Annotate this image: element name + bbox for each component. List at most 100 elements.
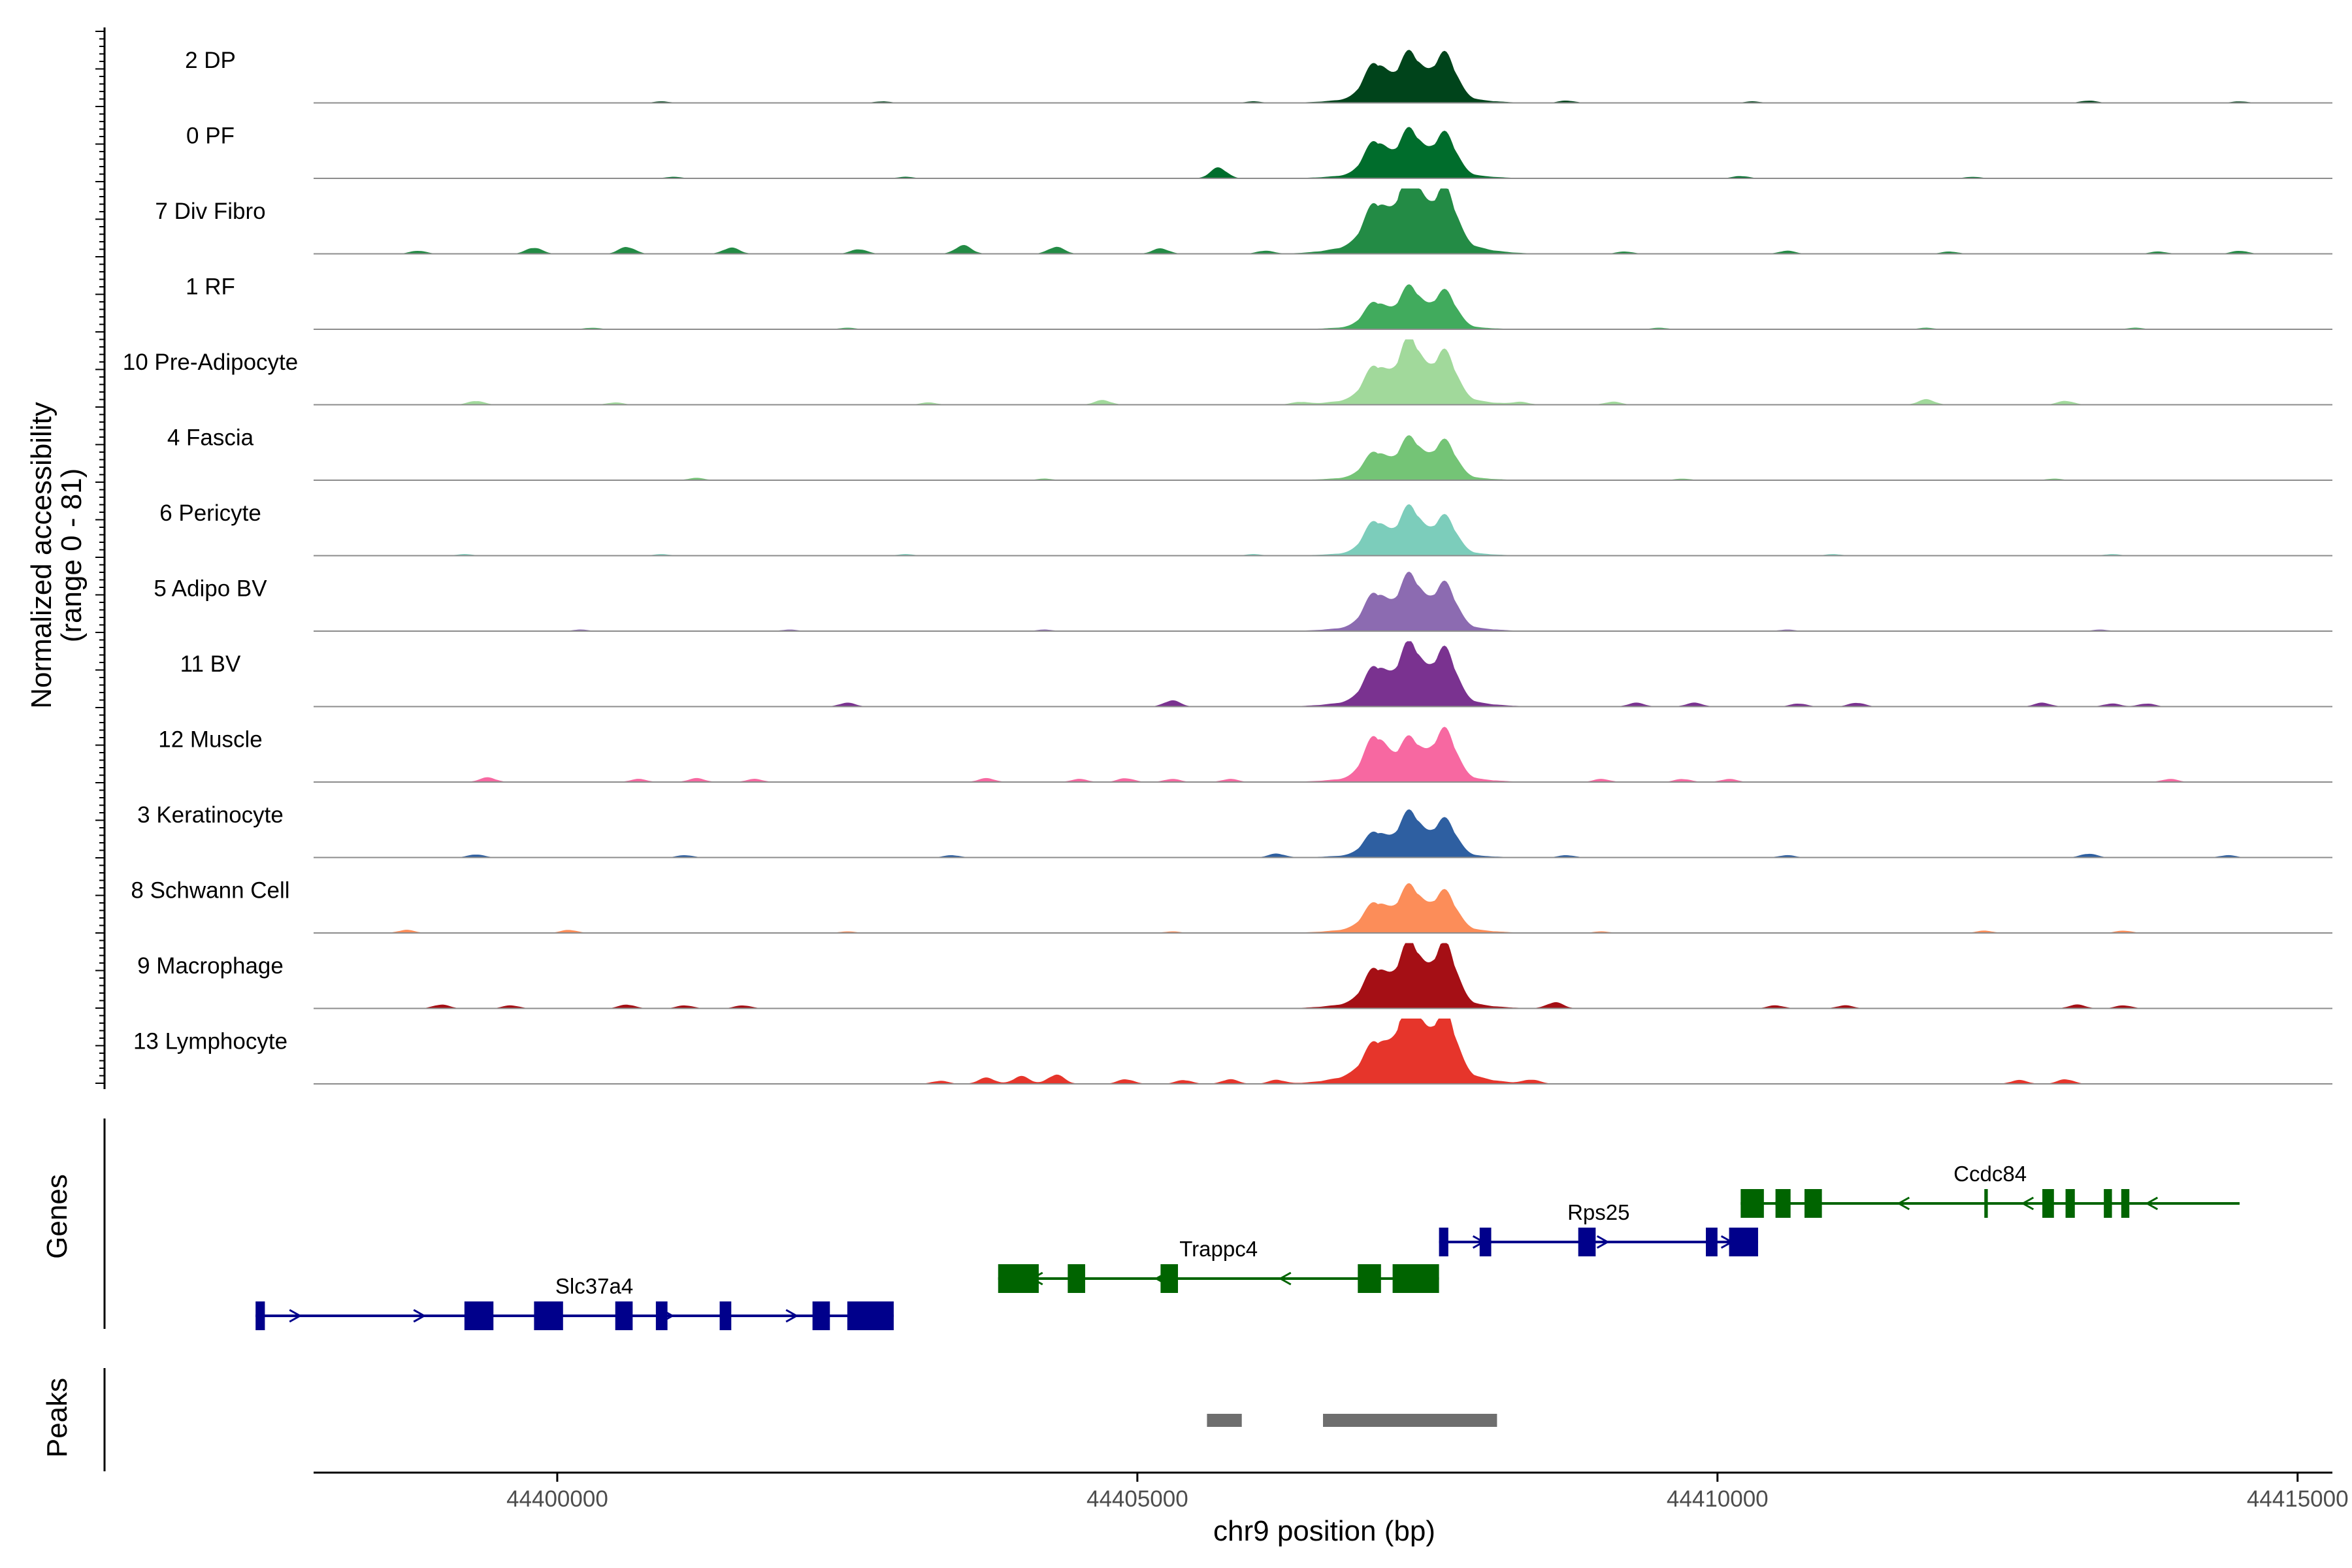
track-label: 13 Lymphocyte [133,1029,287,1054]
exon [255,1301,265,1330]
peak-region [1207,1414,1242,1427]
gene-trappc4: Trappc4 [998,1237,1439,1293]
strand-arrow [2145,1196,2159,1211]
exon [1775,1189,1791,1218]
coverage-area [314,284,2332,329]
exon [1358,1264,1381,1293]
peaks-panel [103,1368,1497,1471]
track-10: 3 Keratinocyte [137,802,2332,858]
y-axis-title: Normalized accessibility [25,402,57,708]
tracks-layer: 2 DP 0 PF 7 Div Fibro 1 RF 10 Pre-Adipocyte 4… [123,48,2332,1085]
coverage-area [314,504,2332,556]
exon [812,1301,830,1330]
track-9: 12 Muscle [158,727,2332,783]
strand-arrow [785,1309,799,1323]
gene-label: Ccdc84 [1953,1162,2027,1186]
track-label: 4 Fascia [167,425,254,451]
peaks-axis-title: Peaks [41,1378,73,1458]
gene-label: Rps25 [1567,1200,1629,1224]
track-7: 5 Adipo BV [154,571,2332,632]
track-6: 6 Pericyte [159,500,2332,557]
exon [1804,1189,1822,1218]
coverage-area [314,943,2332,1009]
exon [1392,1264,1439,1293]
x-tick-label: 44410000 [1667,1486,1769,1512]
accessibility-axis [95,27,106,1089]
strand-arrow [1596,1235,1610,1249]
track-label: 0 PF [186,123,235,149]
coverage-area [314,127,2332,178]
exon [998,1264,1039,1293]
exon [2042,1189,2054,1218]
track-label: 10 Pre-Adipocyte [123,350,298,375]
coverage-area [314,883,2332,933]
peak-region [1323,1414,1497,1427]
exon [655,1301,668,1330]
genes-panel: Slc37a4 Trappc4 Rps25 Ccdc84 [103,1119,2240,1330]
track-label: 8 Schwann Cell [131,878,289,904]
exon [1740,1189,1764,1218]
gene-label: Trappc4 [1179,1237,1258,1261]
x-tick-label: 44405000 [1086,1486,1188,1512]
exon [1729,1228,1758,1256]
coverage-area [314,1019,2332,1084]
x-axis: 44400000 44405000 44410000 44415000 [314,1471,2349,1512]
x-tick-label: 44415000 [2247,1486,2349,1512]
exon [1479,1228,1492,1256]
strand-arrow [413,1309,427,1323]
gene-rps25: Rps25 [1439,1200,1758,1256]
exon [534,1301,563,1330]
exon [1706,1228,1718,1256]
track-2: 7 Div Fibro [155,188,2332,255]
exon [847,1301,894,1330]
strand-arrow [1897,1196,1910,1211]
coverage-area [314,809,2332,858]
track-label: 12 Muscle [158,727,263,753]
track-label: 5 Adipo BV [154,576,267,602]
track-13: 13 Lymphocyte [133,1019,2332,1085]
track-3: 1 RF [186,274,2332,330]
track-label: 3 Keratinocyte [137,802,284,828]
exon [2121,1189,2130,1218]
exon [1439,1228,1448,1256]
x-axis-title: chr9 position (bp) [1213,1515,1435,1547]
exon [2065,1189,2075,1218]
track-4: 10 Pre-Adipocyte [123,339,2332,406]
track-8: 11 BV [180,641,2332,708]
exon [1068,1264,1085,1293]
gene-ccdc84: Ccdc84 [1740,1162,2240,1218]
track-label: 9 Macrophage [137,953,284,979]
track-label: 7 Div Fibro [155,199,265,224]
exon [1984,1189,1988,1218]
gene-label: Slc37a4 [555,1274,633,1298]
strand-arrow [2021,1196,2034,1211]
exon [2104,1189,2112,1218]
exon [615,1301,633,1330]
track-11: 8 Schwann Cell [131,878,2332,934]
coverage-area [314,50,2332,103]
x-tick-label: 44400000 [506,1486,608,1512]
track-1: 0 PF [186,123,2332,179]
track-label: 11 BV [180,651,241,677]
exon [1160,1264,1179,1293]
gene-slc37a4: Slc37a4 [255,1274,894,1330]
exon [719,1301,732,1330]
strand-arrow [289,1309,302,1323]
exon [464,1301,494,1330]
strand-arrow [1278,1271,1292,1286]
track-12: 9 Macrophage [137,943,2332,1009]
coverage-area [314,571,2332,631]
coverage-area [314,641,2332,707]
coverage-area [314,435,2332,480]
genes-axis-title: Genes [41,1174,73,1259]
exon [1578,1228,1596,1256]
y-axis-range: (range 0 - 81) [56,468,88,643]
track-label: 2 DP [185,48,236,73]
track-label: 1 RF [186,274,235,300]
track-label: 6 Pericyte [159,500,261,526]
track-0: 2 DP [185,48,2332,104]
coverage-area [314,727,2332,782]
track-5: 4 Fascia [167,425,2332,481]
coverage-area [314,339,2332,405]
